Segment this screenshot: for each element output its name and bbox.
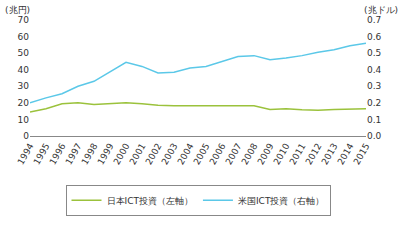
svg-text:0.6: 0.6 <box>367 32 382 42</box>
svg-text:2008: 2008 <box>240 141 260 166</box>
svg-text:30: 30 <box>18 81 30 91</box>
svg-text:0.2: 0.2 <box>367 98 381 108</box>
svg-text:1999: 1999 <box>96 141 116 166</box>
svg-text:70: 70 <box>18 15 30 25</box>
svg-text:2010: 2010 <box>272 141 292 166</box>
svg-text:0.0: 0.0 <box>367 131 382 141</box>
svg-text:60: 60 <box>18 32 30 42</box>
svg-text:2015: 2015 <box>352 142 372 167</box>
svg-text:(兆ドル): (兆ドル) <box>364 5 398 15</box>
svg-text:10: 10 <box>18 115 30 125</box>
svg-text:0.7: 0.7 <box>367 15 381 25</box>
svg-text:0.3: 0.3 <box>367 81 381 91</box>
svg-text:2002: 2002 <box>144 142 164 167</box>
svg-text:2006: 2006 <box>208 141 228 166</box>
svg-text:1994: 1994 <box>16 141 36 166</box>
svg-text:1997: 1997 <box>64 142 84 167</box>
svg-text:2012: 2012 <box>304 142 324 167</box>
svg-text:1995: 1995 <box>32 142 52 167</box>
svg-text:2011: 2011 <box>288 142 308 167</box>
svg-text:2004: 2004 <box>176 141 196 166</box>
svg-text:0: 0 <box>23 131 29 141</box>
svg-text:0.4: 0.4 <box>367 65 382 75</box>
svg-text:1996: 1996 <box>48 141 68 166</box>
svg-text:(兆円): (兆円) <box>5 5 30 15</box>
svg-text:2005: 2005 <box>192 142 212 167</box>
svg-text:20: 20 <box>18 98 30 108</box>
svg-text:50: 50 <box>18 48 30 58</box>
svg-text:2007: 2007 <box>224 142 244 167</box>
svg-text:2001: 2001 <box>128 142 148 167</box>
svg-text:2009: 2009 <box>256 141 276 166</box>
svg-text:1998: 1998 <box>80 141 100 166</box>
svg-text:40: 40 <box>18 65 30 75</box>
svg-text:0.1: 0.1 <box>367 115 381 125</box>
svg-text:2003: 2003 <box>160 142 180 167</box>
svg-text:米国ICT投資（右軸）: 米国ICT投資（右軸） <box>238 196 324 206</box>
svg-text:日本ICT投資（左軸）: 日本ICT投資（左軸） <box>107 196 193 206</box>
svg-text:2013: 2013 <box>320 142 340 167</box>
svg-text:2000: 2000 <box>112 141 132 166</box>
svg-text:0.5: 0.5 <box>367 48 381 58</box>
svg-text:2014: 2014 <box>336 141 356 166</box>
